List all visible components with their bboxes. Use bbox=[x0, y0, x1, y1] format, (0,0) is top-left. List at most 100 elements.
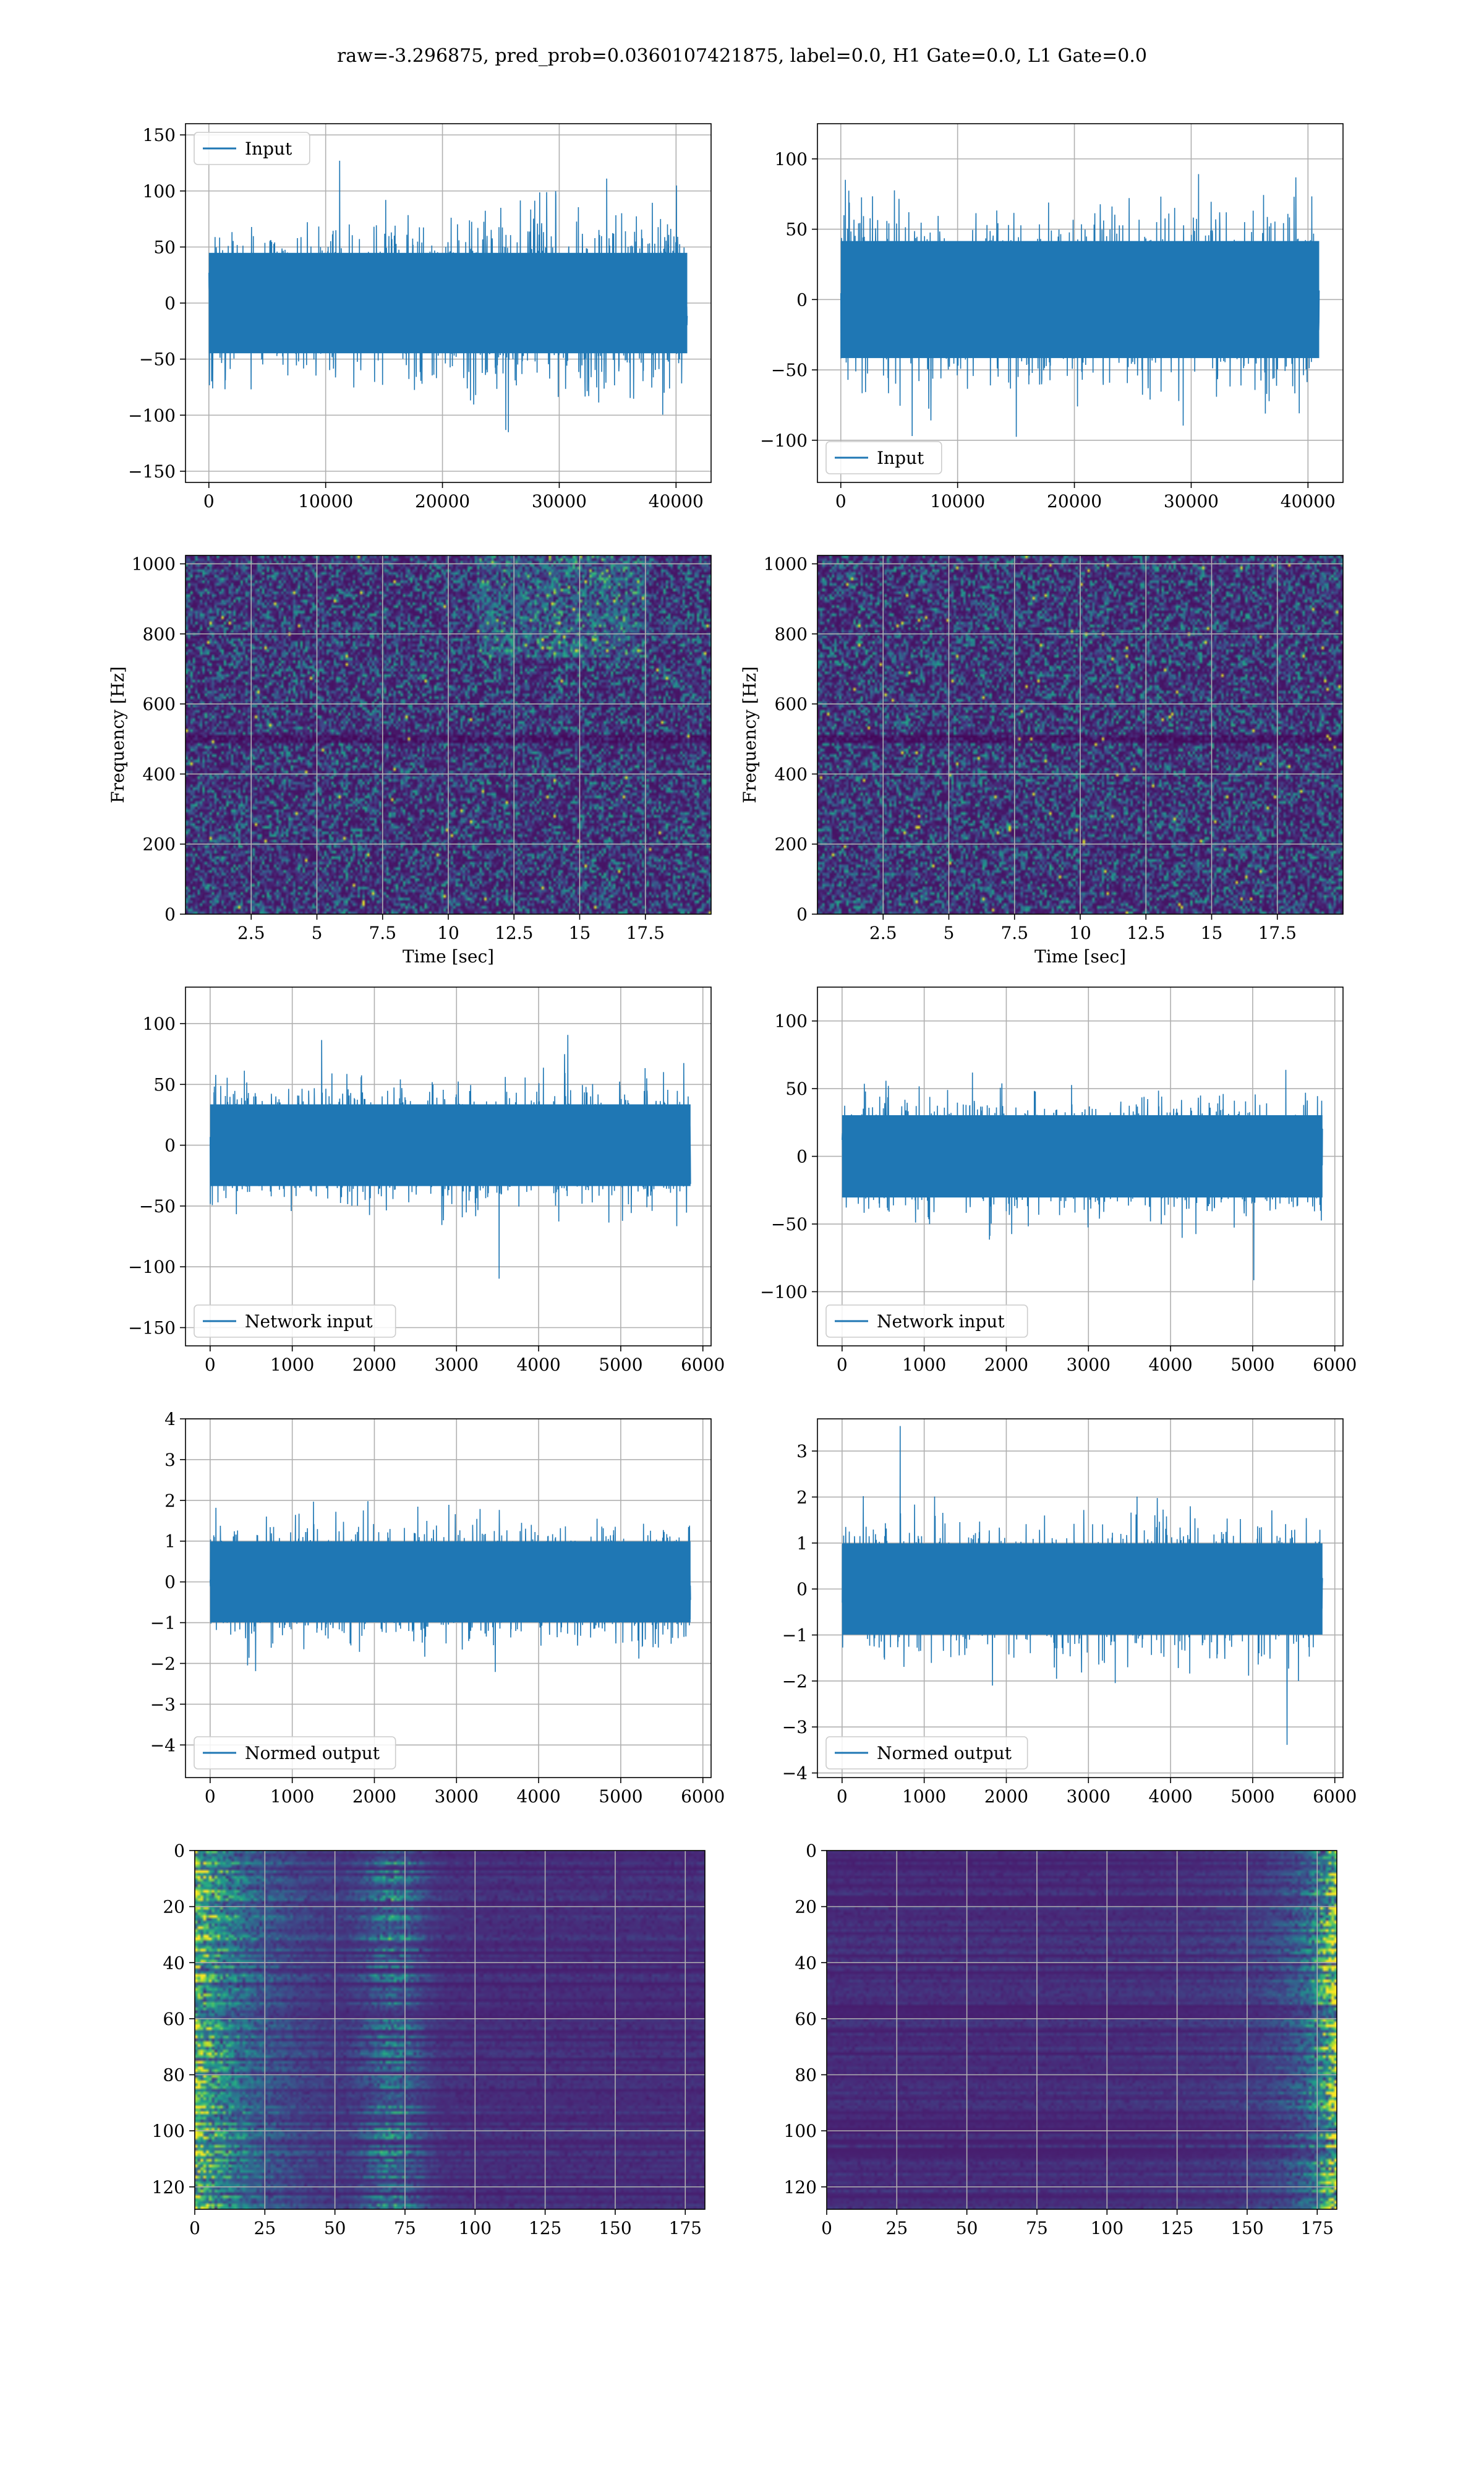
x-tick-label: 125 bbox=[1161, 2218, 1193, 2238]
x-tick-label: 20000 bbox=[415, 491, 470, 511]
legend-box bbox=[194, 1304, 396, 1338]
legend-box bbox=[825, 1736, 1028, 1770]
y-tick-label: 50 bbox=[153, 1074, 176, 1095]
panel-netin-l1: 0 1000 2000 3000 4000 5000 6000 −100 −50 0 50 100 Ne… bbox=[760, 987, 1357, 1375]
x-tick-label: 0 bbox=[837, 1355, 848, 1375]
y-tick-label: −4 bbox=[150, 1735, 176, 1755]
x-tick-label: 0 bbox=[821, 2218, 832, 2238]
heatmap-image bbox=[195, 1851, 705, 2209]
y-tick-label: 60 bbox=[163, 2009, 185, 2029]
x-tick-label: 3000 bbox=[435, 1786, 479, 1807]
axes-frame bbox=[817, 987, 1344, 1346]
series-band bbox=[210, 1541, 691, 1623]
x-tick-label: 30000 bbox=[532, 491, 587, 511]
x-tick-label: 6000 bbox=[1313, 1355, 1357, 1375]
y-tick-label: 20 bbox=[163, 1897, 185, 1917]
x-tick-label: 40000 bbox=[1281, 491, 1336, 511]
legend-label: Normed output bbox=[877, 1743, 1012, 1763]
x-tick-label: 0 bbox=[205, 1355, 216, 1375]
x-tick-label: 2000 bbox=[984, 1355, 1028, 1375]
x-tick-label: 5 bbox=[312, 923, 323, 943]
x-tick-label: 5000 bbox=[1230, 1355, 1274, 1375]
y-tick-label: −2 bbox=[782, 1671, 808, 1692]
x-tick-label: 12.5 bbox=[495, 923, 533, 943]
x-tick-label: 1000 bbox=[270, 1786, 314, 1807]
panel-spec-h1: 2.5 5 7.5 10 12.5 15 17.5 0 200 400 600 800 1000 Time… bbox=[108, 554, 712, 967]
x-tick-label: 6000 bbox=[1313, 1786, 1357, 1807]
axes-frame bbox=[185, 123, 712, 483]
panel-input-h1: 0 10000 20000 30000 40000 −150 −100 −50 0 50 100 15… bbox=[128, 123, 712, 511]
x-tick-label: 15 bbox=[1201, 923, 1223, 943]
y-tick-label: 80 bbox=[795, 2065, 817, 2086]
series-band bbox=[842, 1543, 1323, 1635]
panel-normed-l1: 0 1000 2000 3000 4000 5000 6000 −4 −3 −2 −1 0 1 2 3 Nor… bbox=[782, 1418, 1357, 1807]
y-tick-label: 600 bbox=[143, 694, 176, 714]
axes-frame bbox=[185, 555, 712, 915]
x-tick-label: 100 bbox=[459, 2218, 492, 2238]
y-tick-label: −2 bbox=[150, 1653, 176, 1674]
figure-title: raw=-3.296875, pred_prob=0.0360107421875… bbox=[337, 45, 1147, 67]
y-tick-label: 2 bbox=[164, 1491, 176, 1511]
ticks: 2.5 5 7.5 10 12.5 15 17.5 0 200 400 600 800 1000 bbox=[132, 554, 665, 943]
ticks: 0 1000 2000 3000 4000 5000 6000 −100 −50 0 50 100 bbox=[760, 1011, 1357, 1375]
legend-label: Input bbox=[877, 448, 924, 468]
legend-box bbox=[825, 1304, 1028, 1338]
y-tick-label: 40 bbox=[795, 1953, 817, 1973]
y-tick-label: 0 bbox=[796, 1579, 808, 1599]
y-tick-label: −3 bbox=[150, 1694, 176, 1714]
y-tick-label: 1000 bbox=[764, 554, 808, 575]
x-tick-label: 7.5 bbox=[369, 923, 396, 943]
x-tick-label: 2000 bbox=[984, 1786, 1028, 1807]
x-tick-label: 150 bbox=[1230, 2218, 1263, 2238]
x-axis-label: Time [sec] bbox=[1034, 946, 1126, 967]
x-tick-label: 25 bbox=[254, 2218, 276, 2238]
x-tick-label: 6000 bbox=[681, 1355, 725, 1375]
ticks: 0 1000 2000 3000 4000 5000 6000 −150 −100 −50 0 50 1… bbox=[128, 1014, 725, 1375]
x-tick-label: 0 bbox=[203, 491, 215, 511]
axes-frame bbox=[194, 1850, 706, 2210]
y-tick-label: 0 bbox=[806, 1841, 817, 1861]
y-tick-label: 20 bbox=[795, 1897, 817, 1917]
x-tick-label: 50 bbox=[324, 2218, 346, 2238]
grid bbox=[826, 1850, 1337, 2209]
y-tick-label: −4 bbox=[782, 1763, 808, 1784]
y-tick-label: 50 bbox=[785, 1079, 808, 1099]
x-tick-label: 2.5 bbox=[237, 923, 265, 943]
x-tick-label: 30000 bbox=[1164, 491, 1219, 511]
y-tick-label: 0 bbox=[796, 289, 808, 310]
ticks: 0 1000 2000 3000 4000 5000 6000 −4 −3 −2 −1 0 1 2 3 bbox=[782, 1441, 1357, 1807]
y-tick-label: 0 bbox=[164, 1136, 176, 1156]
x-tick-label: 50 bbox=[956, 2218, 978, 2238]
x-tick-label: 0 bbox=[205, 1786, 216, 1807]
legend: Network input bbox=[825, 1304, 1028, 1338]
y-tick-label: 100 bbox=[775, 149, 808, 169]
y-tick-label: 0 bbox=[796, 904, 808, 925]
y-tick-label: 0 bbox=[174, 1841, 185, 1861]
y-tick-label: −50 bbox=[771, 360, 808, 380]
x-tick-label: 3000 bbox=[1067, 1786, 1111, 1807]
panel-netin-h1: 0 1000 2000 3000 4000 5000 6000 −150 −100 −50 0 50 1… bbox=[128, 987, 725, 1375]
y-tick-label: 50 bbox=[785, 220, 808, 240]
axes-frame bbox=[185, 987, 712, 1346]
y-tick-label: 100 bbox=[143, 181, 176, 202]
grid bbox=[194, 1850, 705, 2209]
legend-label: Input bbox=[245, 139, 292, 159]
ticks: 0 1000 2000 3000 4000 5000 6000 −4 −3 −2 −1 0 1 2 3 4 bbox=[150, 1409, 725, 1807]
x-tick-label: 175 bbox=[1301, 2218, 1334, 2238]
x-tick-label: 40000 bbox=[649, 491, 704, 511]
panel-feat-h1: 0 25 50 75 100 125 150 175 0 20 40 60 80 100 120 bbox=[152, 1841, 706, 2238]
y-tick-label: −1 bbox=[782, 1625, 808, 1645]
legend: Input bbox=[194, 132, 310, 165]
panel-feat-l1: 0 25 50 75 100 125 150 175 0 20 40 60 80 100 120 bbox=[784, 1841, 1337, 2238]
ticks: 2.5 5 7.5 10 12.5 15 17.5 0 200 400 600 800 1000 bbox=[764, 554, 1297, 943]
legend: Normed output bbox=[825, 1736, 1028, 1770]
x-tick-label: 5000 bbox=[1230, 1786, 1274, 1807]
panel-normed-h1: 0 1000 2000 3000 4000 5000 6000 −4 −3 −2 −1 0 1 2 3 4 No… bbox=[150, 1409, 725, 1807]
legend-box bbox=[825, 441, 942, 474]
y-tick-label: −50 bbox=[139, 1196, 176, 1217]
x-tick-label: 17.5 bbox=[1258, 923, 1297, 943]
y-tick-label: 100 bbox=[775, 1011, 808, 1032]
y-tick-label: 0 bbox=[164, 293, 176, 314]
x-tick-label: 10000 bbox=[298, 491, 353, 511]
